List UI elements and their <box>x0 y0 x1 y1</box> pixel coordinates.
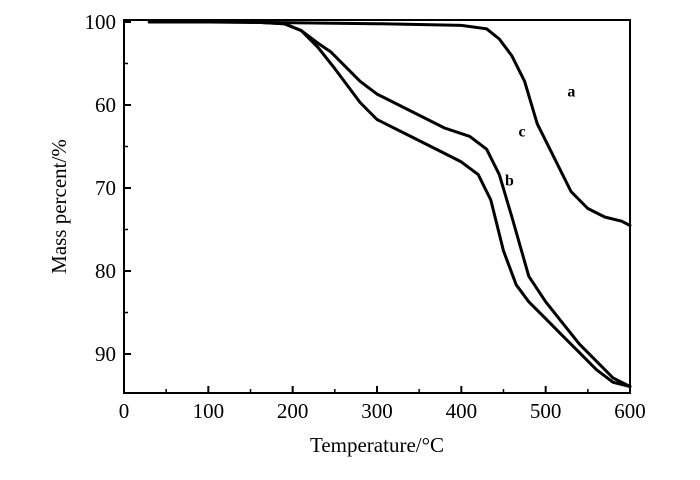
y-tick-label: 90 <box>95 342 116 366</box>
series-label-c: c <box>519 123 526 140</box>
x-tick-label: 0 <box>119 399 130 423</box>
y-tick-label: 100 <box>85 10 117 34</box>
series-label-b: b <box>505 173 514 190</box>
series-line-c <box>147 20 632 388</box>
axis-tick-labels: 0 100 200 300 400 500 600 100 60 70 80 90 <box>85 10 646 423</box>
series-lines <box>147 20 632 388</box>
y-tick-label: 60 <box>95 93 116 117</box>
y-axis-title: Mass percent/% <box>47 139 71 274</box>
axis-ticks <box>123 21 631 393</box>
x-tick-label: 500 <box>530 399 562 423</box>
x-tick-label: 300 <box>361 399 393 423</box>
y-tick-label: 70 <box>95 176 116 200</box>
y-tick-label: 80 <box>95 259 116 283</box>
series-labels: a b c <box>505 84 575 190</box>
x-axis-title: Temperature/°C <box>310 433 444 457</box>
plot-frame <box>123 19 631 394</box>
series-line-b <box>147 20 632 388</box>
plot-border <box>123 19 631 394</box>
x-tick-label: 600 <box>614 399 646 423</box>
x-tick-label: 400 <box>446 399 478 423</box>
x-tick-label: 100 <box>193 399 225 423</box>
series-line-a <box>147 20 632 227</box>
x-tick-label: 200 <box>277 399 309 423</box>
series-label-a: a <box>567 84 575 101</box>
